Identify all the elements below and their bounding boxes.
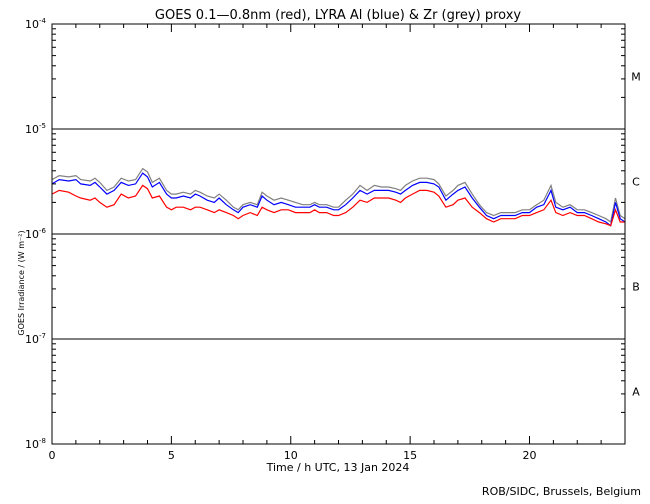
y-tick-label: 10-8 <box>25 437 46 451</box>
x-tick-label: 0 <box>49 449 56 462</box>
flare-class-labels: M C B A <box>631 71 641 399</box>
y-tick-label: 10-5 <box>25 122 46 136</box>
y-axis-ticks: 10-4 10-5 10-6 10-7 10-8 <box>25 17 625 451</box>
x-tick-label: 5 <box>168 449 175 462</box>
series-line-1 <box>51 172 626 227</box>
series-line-0 <box>51 167 626 224</box>
series-layer <box>51 167 626 227</box>
x-axis-ticks: 0 5 10 15 20 <box>49 24 626 462</box>
credit-text: ROB/SIDC, Brussels, Belgium <box>482 485 641 498</box>
x-axis-label: Time / h UTC, 13 Jan 2024 <box>266 461 410 474</box>
y-tick-label: 10-4 <box>25 17 47 31</box>
flare-class-label: C <box>632 176 640 189</box>
x-tick-label: 20 <box>523 449 537 462</box>
y-tick-label: 10-6 <box>25 227 47 241</box>
y-axis-label: GOES Irradiance / (W m⁻²) <box>17 230 26 335</box>
flare-class-label: M <box>631 71 641 84</box>
chart-title: GOES 0.1—0.8nm (red), LYRA Al (blue) & Z… <box>155 8 521 23</box>
y-tick-label: 10-7 <box>25 332 46 346</box>
x-tick-label: 10 <box>284 449 298 462</box>
reference-lines <box>52 128 625 340</box>
series-line-2 <box>51 184 625 227</box>
flare-class-label: A <box>632 386 640 399</box>
x-tick-label: 15 <box>403 449 417 462</box>
flare-class-label: B <box>632 281 640 294</box>
